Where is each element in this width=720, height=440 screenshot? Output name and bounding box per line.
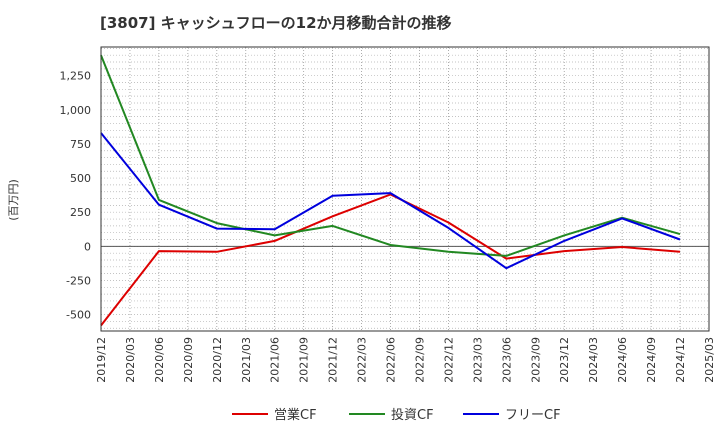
x-tick-label: 2020/06 [153,337,166,383]
x-tick-label: 2021/06 [269,337,282,383]
series-layer [100,54,681,327]
x-tick-label: 2025/03 [703,337,716,383]
legend-label-フリーCF: フリーCF [505,408,561,423]
y-axis-ticks: -500 -250 0 250 500 750 1,000 1,250 [60,70,92,322]
x-tick-label: 2020/12 [211,337,224,383]
x-tick-label: 2022/03 [356,337,369,383]
legend: 営業CF 投資CF フリーCF [232,407,561,423]
x-tick-label: 2024/06 [616,337,629,383]
x-tick-label: 2024/03 [587,337,600,383]
plot-area [101,47,709,331]
x-tick-label: 2023/12 [558,337,571,383]
x-tick-label: 2021/12 [327,337,340,383]
x-tick-label: 2019/12 [95,337,108,383]
y-tick-label: 500 [70,172,91,185]
y-tick-label: -250 [66,274,91,287]
x-tick-label: 2021/03 [240,337,253,383]
y-tick-label: 1,000 [60,104,92,117]
y-tick-label: 750 [70,138,91,151]
x-tick-label: 2022/09 [413,337,426,383]
plot-frame [100,46,710,332]
series-line-フリーCF [100,132,681,270]
x-tick-label: 2024/09 [645,337,658,383]
x-tick-label: 2024/12 [674,337,687,383]
x-tick-label: 2021/09 [298,337,311,383]
y-tick-label: -500 [66,309,91,322]
grid-layer [100,47,710,331]
x-tick-label: 2022/06 [385,337,398,383]
series-line-営業CF [100,193,681,327]
x-tick-label: 2023/03 [471,337,484,383]
x-tick-label: 2020/03 [124,337,137,383]
y-tick-label: 1,250 [60,70,92,83]
chart-title: [3807] キャッシュフローの12か月移動合計の推移 [100,14,452,32]
y-tick-label: 250 [70,206,91,219]
series-line-投資CF [100,54,681,257]
legend-label-営業CF: 営業CF [274,407,317,423]
x-tick-label: 2023/06 [500,337,513,383]
legend-label-投資CF: 投資CF [391,407,434,423]
x-tick-label: 2022/12 [442,337,455,383]
y-axis-label: (百万円) [7,179,20,221]
x-axis-ticks: 2019/12 2020/03 2020/06 2020/09 2020/12 2021/… [95,337,716,383]
x-tick-label: 2020/09 [182,337,195,383]
y-tick-label: 0 [84,240,91,253]
x-tick-label: 2023/09 [529,337,542,383]
